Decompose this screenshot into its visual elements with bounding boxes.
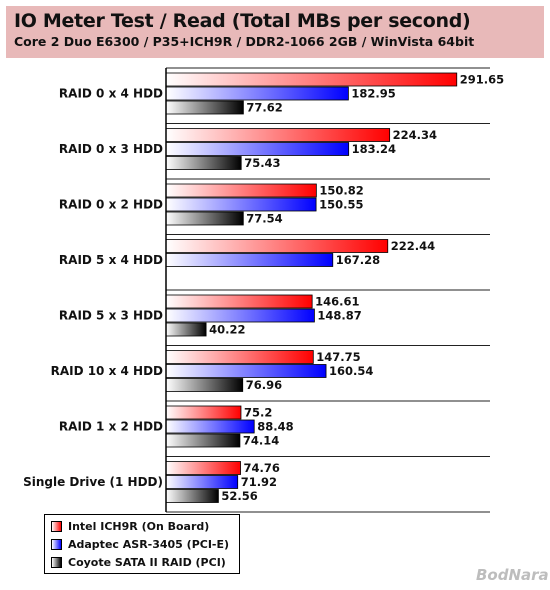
data-label: 146.61 — [315, 295, 359, 309]
legend-item-adaptec: Adaptec ASR-3405 (PCI-E) — [51, 535, 239, 553]
data-label: 147.75 — [316, 350, 360, 364]
legend-label-coyote: Coyote SATA II RAID (PCI) — [68, 555, 226, 569]
bar-intel — [165, 405, 242, 420]
data-label: 77.54 — [246, 212, 282, 226]
data-label: 167.28 — [336, 253, 380, 267]
data-label: 182.95 — [351, 87, 395, 101]
bar-intel — [165, 239, 389, 253]
bar-coyote — [165, 433, 241, 448]
category-label: RAID 0 x 4 HDD — [59, 87, 163, 101]
bar-adaptec — [165, 308, 315, 323]
bar-intel — [165, 350, 314, 364]
category-label: RAID 0 x 2 HDD — [59, 198, 163, 212]
bar-intel — [165, 128, 391, 142]
bar-intel — [165, 183, 317, 198]
chart-title: IO Meter Test / Read (Total MBs per seco… — [14, 10, 471, 32]
bar-coyote — [165, 100, 244, 115]
data-label: 183.24 — [352, 142, 396, 156]
bar-adaptec — [165, 475, 239, 489]
legend-swatch-coyote — [51, 556, 62, 568]
data-label: 52.56 — [221, 489, 257, 503]
data-label: 150.55 — [319, 198, 363, 212]
bar-coyote — [165, 489, 219, 503]
data-label: 148.87 — [317, 309, 361, 323]
chart-header: IO Meter Test / Read (Total MBs per seco… — [6, 6, 544, 58]
legend-item-intel: Intel ICH9R (On Board) — [51, 517, 239, 535]
data-label: 88.48 — [257, 420, 293, 434]
bar-coyote — [165, 156, 242, 170]
bar-adaptec — [165, 253, 334, 267]
bar-adaptec — [165, 197, 317, 212]
data-label: 75.2 — [244, 406, 272, 420]
bar-coyote — [165, 322, 207, 337]
data-label: 71.92 — [241, 475, 277, 489]
category-label: RAID 5 x 3 HDD — [59, 309, 163, 323]
bar-adaptec — [165, 364, 327, 378]
watermark-logo: BodNara — [476, 566, 549, 584]
legend-item-coyote: Coyote SATA II RAID (PCI) — [51, 553, 239, 571]
bar-intel — [165, 294, 313, 309]
data-label: 40.22 — [209, 323, 245, 337]
data-label: 77.62 — [246, 101, 282, 115]
bar-adaptec — [165, 86, 349, 101]
bar-adaptec — [165, 142, 350, 156]
category-label: RAID 0 x 3 HDD — [59, 142, 163, 156]
category-label: RAID 5 x 4 HDD — [59, 253, 163, 267]
data-label: 222.44 — [391, 239, 435, 253]
legend-label-intel: Intel ICH9R (On Board) — [68, 519, 210, 533]
bar-intel — [165, 461, 241, 475]
data-label: 160.54 — [329, 364, 373, 378]
data-label: 224.34 — [393, 128, 437, 142]
legend-swatch-intel — [51, 520, 62, 532]
bar-coyote — [165, 378, 244, 392]
data-label: 74.14 — [243, 434, 279, 448]
bar-adaptec — [165, 419, 255, 434]
data-label: 150.82 — [319, 184, 363, 198]
legend: Intel ICH9R (On Board) Adaptec ASR-3405 … — [44, 514, 240, 574]
category-label: Single Drive (1 HDD) — [23, 475, 163, 489]
data-label: 76.96 — [246, 378, 282, 392]
legend-swatch-adaptec — [51, 538, 62, 550]
category-label: RAID 10 x 4 HDD — [51, 364, 163, 378]
bar-intel — [165, 72, 458, 87]
category-label: RAID 1 x 2 HDD — [59, 420, 163, 434]
legend-label-adaptec: Adaptec ASR-3405 (PCI-E) — [68, 537, 230, 551]
data-label: 291.65 — [460, 73, 504, 87]
data-label: 74.76 — [244, 461, 280, 475]
data-label: 75.43 — [244, 156, 280, 170]
chart-subtitle: Core 2 Duo E6300 / P35+ICH9R / DDR2-1066… — [14, 34, 475, 49]
bar-coyote — [165, 211, 244, 226]
